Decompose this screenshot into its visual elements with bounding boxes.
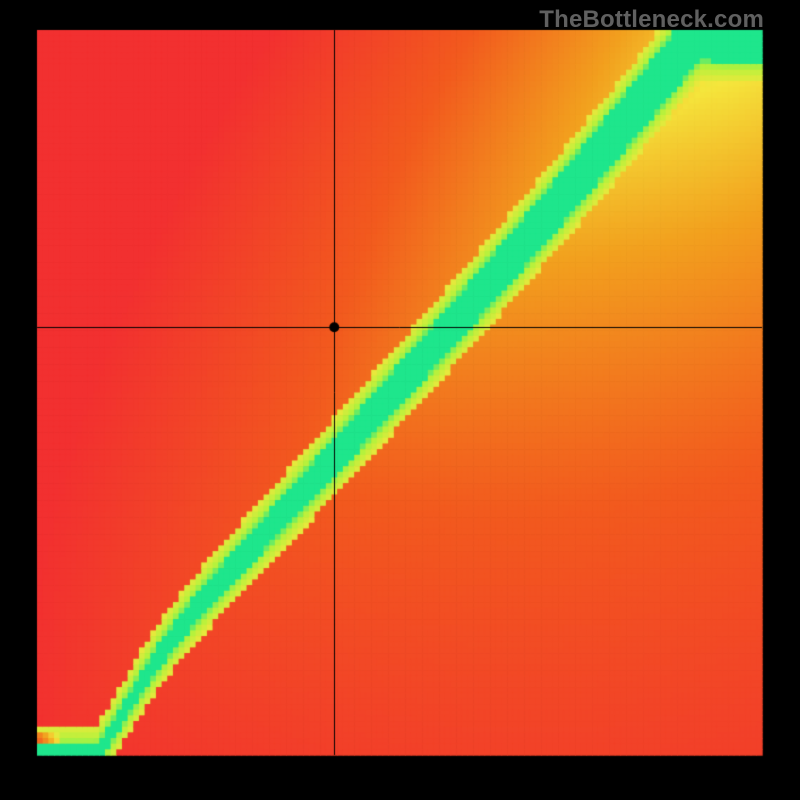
watermark-label: TheBottleneck.com	[539, 6, 764, 34]
crosshair-overlay	[0, 0, 800, 800]
chart-container: TheBottleneck.com	[0, 0, 800, 800]
